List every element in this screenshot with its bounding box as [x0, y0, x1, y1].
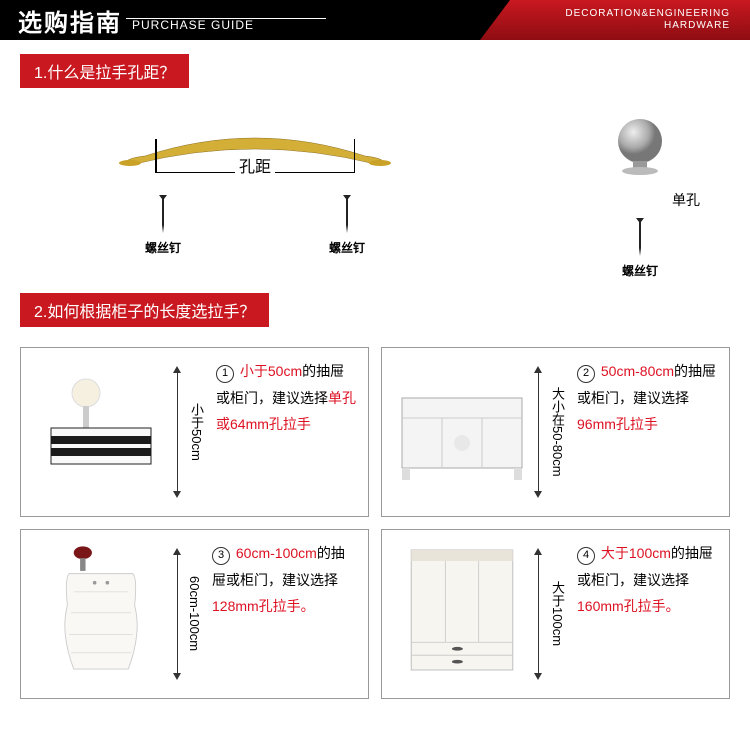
screws-row: 螺丝钉 螺丝钉 [145, 193, 365, 256]
card-1: 小于50cm 1 小于50cm的抽屉或柜门，建议选择单孔或64mm孔拉手 [20, 347, 369, 517]
screw-icon [159, 193, 167, 233]
size-label-2: 大小在50-80cm [548, 387, 567, 477]
screw-label: 螺丝钉 [145, 239, 181, 256]
dim-arrow [171, 540, 183, 688]
screw-left: 螺丝钉 [145, 193, 181, 256]
num-4: 4 [577, 547, 595, 565]
brand-line1: DECORATION&ENGINEERING [565, 8, 730, 20]
highlight-4: 160mm孔拉手。 [577, 598, 680, 614]
furniture-img-3 [31, 540, 171, 680]
num-3: 3 [212, 547, 230, 565]
card-desc-2: 2 50cm-80cm的抽屉或柜门，建议选择96mm孔拉手 [571, 358, 719, 506]
range-2: 50cm-80cm [601, 363, 674, 379]
range-4: 大于100cm [601, 545, 671, 561]
screw-label: 螺丝钉 [329, 239, 365, 256]
header-bar: 选购指南 PURCHASE GUIDE DECORATION&ENGINEERI… [0, 0, 750, 40]
header-title-en: PURCHASE GUIDE [132, 18, 254, 32]
screw-right: 螺丝钉 [329, 193, 365, 256]
card-3: 60cm-100cm 3 60cm-100cm的抽屉或柜门，建议选择128mm孔… [20, 529, 369, 699]
card-desc-3: 3 60cm-100cm的抽屉或柜门，建议选择128mm孔拉手。 [206, 540, 358, 688]
furniture-img-2 [392, 358, 532, 498]
section2-title: 2.如何根据柜子的长度选拉手？ [20, 293, 269, 327]
card-desc-1: 1 小于50cm的抽屉或柜门，建议选择单孔或64mm孔拉手 [210, 358, 358, 506]
brand-banner: DECORATION&ENGINEERING HARDWARE [480, 0, 750, 40]
page: 选购指南 PURCHASE GUIDE DECORATION&ENGINEERI… [0, 0, 750, 750]
cards-grid: 小于50cm 1 小于50cm的抽屉或柜门，建议选择单孔或64mm孔拉手 [0, 337, 750, 699]
highlight-3: 128mm孔拉手。 [212, 598, 315, 614]
dim-arrow [532, 358, 544, 506]
size-label-1: 小于50cm [187, 403, 206, 461]
range-3: 60cm-100cm [236, 545, 317, 561]
card-2: 大小在50-80cm 2 50cm-80cm的抽屉或柜门，建议选择96mm孔拉手 [381, 347, 730, 517]
brand-line2: HARDWARE [664, 20, 730, 32]
screw-label: 螺丝钉 [622, 262, 658, 279]
num-2: 2 [577, 365, 595, 383]
card-desc-4: 4 大于100cm的抽屉或柜门，建议选择160mm孔拉手。 [571, 540, 719, 688]
section1-title: 1.什么是拉手孔距？ [20, 54, 189, 88]
diagram-row: 孔距 螺丝钉 螺丝钉 单孔 [0, 98, 750, 279]
size-label-3: 60cm-100cm [187, 576, 202, 651]
dim-arrow [171, 358, 183, 506]
highlight-2: 96mm孔拉手 [577, 416, 658, 432]
screw-single: 螺丝钉 [620, 216, 660, 279]
screw-icon [343, 193, 351, 233]
single-hole-label: 单孔 [570, 190, 730, 210]
range-1: 小于50cm [240, 363, 302, 379]
furniture-img-4 [392, 540, 532, 680]
dim-arrow [532, 540, 544, 688]
screw-icon [636, 216, 644, 256]
dimension-line: 孔距 [155, 172, 355, 193]
header-title-cn: 选购指南 [0, 3, 122, 38]
card-4: 大于100cm 4 大于100cm的抽屉或柜门，建议选择160mm孔拉手。 [381, 529, 730, 699]
hole-distance-label: 孔距 [235, 153, 275, 177]
size-label-4: 大于100cm [548, 581, 567, 646]
knob-diagram: 单孔 螺丝钉 [550, 108, 730, 279]
knob-icon [605, 113, 675, 183]
pull-handle-diagram: 孔距 螺丝钉 螺丝钉 [20, 108, 490, 279]
furniture-img-1 [31, 358, 171, 498]
num-1: 1 [216, 365, 234, 383]
